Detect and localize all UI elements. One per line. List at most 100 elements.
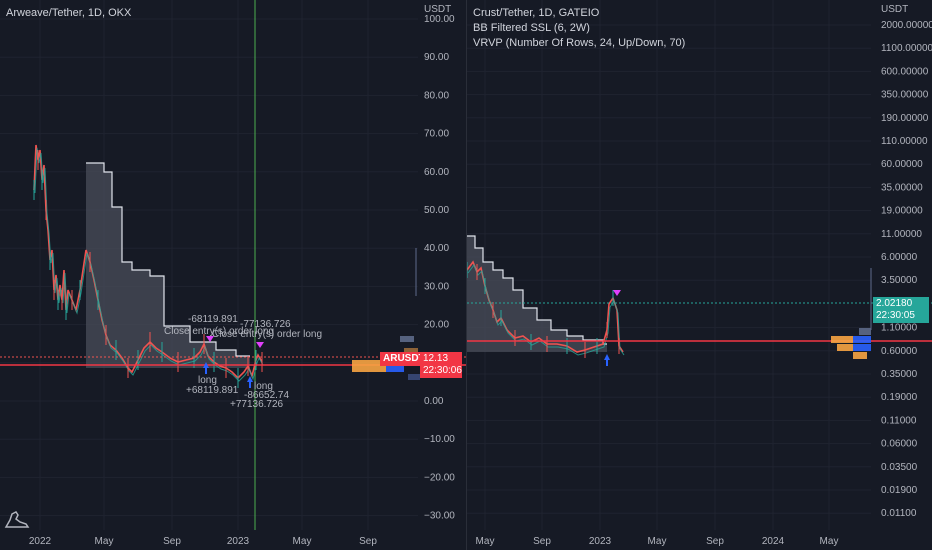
right-indicator-vrvp[interactable]: VRVP (Number Of Rows, 24, Up/Down, 70) <box>473 37 686 49</box>
left-price-series-down <box>33 144 263 380</box>
left-chart-canvas[interactable]: 100.00 90.00 80.00 70.00 60.00 50.00 40.00 30.0… <box>0 0 466 550</box>
right-y-tick-label: 6.00000 <box>881 252 918 263</box>
left-y-tick-label: 0.00 <box>424 396 444 407</box>
right-y-tick-label: 2000.00000 <box>881 20 932 31</box>
left-legend: Arweave/Tether, 1D, OKX <box>6 6 131 21</box>
right-y-tick-label: 350.00000 <box>881 90 929 101</box>
right-price-countdown: 22:30:05 <box>876 310 915 321</box>
left-x-tick-label: May <box>293 536 312 547</box>
right-y-tick-label: 11.00000 <box>881 229 922 240</box>
left-x-tick-label: 2023 <box>227 536 250 547</box>
right-y-tick-label: 0.35000 <box>881 369 918 380</box>
right-legend: Crust/Tether, 1D, GATEIO BB Filtered SSL… <box>473 6 685 51</box>
right-close-arrow-icon <box>613 290 621 296</box>
right-price-series-up <box>467 263 625 356</box>
left-volume-profile-bar <box>400 336 414 342</box>
right-volume-profile-bar <box>853 336 871 343</box>
right-y-tick-label: 0.11000 <box>881 415 917 426</box>
right-x-tick-label: Sep <box>706 536 724 547</box>
right-y-tick-label: 0.03500 <box>881 462 918 473</box>
right-volume-profile-bar <box>831 336 853 343</box>
left-ssl-upper-line <box>86 162 250 357</box>
left-x-tick-label: Sep <box>359 536 377 547</box>
right-currency-label: USDT <box>881 4 908 15</box>
left-y-tick-label: 20.00 <box>424 320 449 331</box>
right-y-tick-label: 35.00000 <box>881 182 923 193</box>
right-price-value: 2.02180 <box>876 298 913 309</box>
right-y-tick-label: 0.01100 <box>881 508 917 519</box>
left-long-arrow-icon <box>203 362 209 374</box>
right-y-tick-label: 0.60000 <box>881 346 918 357</box>
right-indicator-ssl[interactable]: BB Filtered SSL (6, 2W) <box>473 22 590 34</box>
left-y-tick-label: 90.00 <box>424 52 449 63</box>
left-annotation-text: Close entry(s) order long <box>212 329 322 340</box>
right-y-tick-label: 190.00000 <box>881 113 929 124</box>
right-chart-canvas[interactable]: 2000.00000 1100.00000 600.00000 350.00000 19… <box>467 0 932 550</box>
left-volume-profile-bar <box>352 360 380 366</box>
right-y-tick-label: 60.00000 <box>881 159 923 170</box>
left-y-tick-label: −10.00 <box>424 434 455 445</box>
left-y-tick-label: −30.00 <box>424 511 455 522</box>
right-ssl-cloud <box>467 236 607 352</box>
right-y-tick-label: 0.06000 <box>881 439 918 450</box>
left-close-arrow-icon <box>206 336 214 342</box>
left-x-tick-label: Sep <box>163 536 181 547</box>
right-volume-profile-bar <box>853 352 867 359</box>
right-y-tick-label: 0.19000 <box>881 392 918 403</box>
right-chart-panel[interactable]: 2000.00000 1100.00000 600.00000 350.00000 19… <box>467 0 932 550</box>
left-y-tick-label: 50.00 <box>424 205 449 216</box>
left-volume-profile-bar <box>404 348 418 354</box>
left-y-tick-label: 100.00 <box>424 14 455 25</box>
right-x-tick-label: May <box>476 536 495 547</box>
tradingview-dino-icon <box>4 510 30 528</box>
left-x-tick-label: 2022 <box>29 536 52 547</box>
left-price-series-up <box>34 147 264 382</box>
left-close-arrow-icon <box>256 342 264 348</box>
left-y-tick-label: 40.00 <box>424 243 449 254</box>
left-price-countdown: 22:30:06 <box>423 365 462 376</box>
left-annotation-text: -86652.74 <box>244 390 289 401</box>
right-price-tag: 2.02180 22:30:05 <box>873 297 929 323</box>
left-y-tick-label: 60.00 <box>424 167 449 178</box>
left-x-tick-label: May <box>95 536 114 547</box>
left-annotation-text: +68119.891 <box>186 385 239 396</box>
right-y-tick-label: 110.00000 <box>881 136 928 147</box>
right-y-tick-label: 1100.00000 <box>881 43 932 54</box>
left-volume-profile-bar <box>408 374 420 380</box>
right-volume-profile-bar <box>837 344 853 351</box>
left-long-arrow-icon <box>247 376 253 388</box>
right-x-tick-label: Sep <box>533 536 551 547</box>
left-symbol-title[interactable]: Arweave/Tether, 1D, OKX <box>6 7 132 19</box>
left-price-value: 12.13 <box>423 353 449 364</box>
left-annotation-text: -68119.891 <box>188 314 238 325</box>
left-y-tick-label: 70.00 <box>424 129 449 140</box>
left-ssl-cloud <box>86 163 250 368</box>
right-symbol-title[interactable]: Crust/Tether, 1D, GATEIO <box>473 7 600 19</box>
left-volume-profile-bar <box>386 366 404 372</box>
right-x-tick-label: May <box>648 536 667 547</box>
right-y-tick-label: 3.50000 <box>881 275 918 286</box>
right-x-tick-label: 2024 <box>762 536 785 547</box>
left-annotation-text: long <box>198 375 217 386</box>
left-y-tick-label: 80.00 <box>424 90 449 101</box>
right-ssl-upper-line <box>467 235 607 345</box>
right-y-tick-label: 19.00000 <box>881 206 923 217</box>
right-y-tick-label: 600.00000 <box>881 66 929 77</box>
right-x-tick-label: 2023 <box>589 536 612 547</box>
right-volume-profile-bar <box>859 328 871 335</box>
right-volume-profile-bar <box>853 344 871 351</box>
left-price-tag: 12.13 22:30:06 <box>420 352 462 378</box>
right-long-arrow-icon <box>604 354 610 366</box>
left-symbol-tag: ARUSDT <box>380 352 428 366</box>
left-chart-panel[interactable]: 100.00 90.00 80.00 70.00 60.00 50.00 40.00 30.0… <box>0 0 466 550</box>
left-y-tick-label: −20.00 <box>424 472 455 483</box>
left-annotation-text: -77136.726 <box>240 319 291 330</box>
left-annotation-text: Close entry(s) order long <box>164 326 274 337</box>
left-volume-profile-bar <box>352 366 386 372</box>
right-y-tick-label: 1.10000 <box>881 323 918 334</box>
right-y-tick-label: 0.01900 <box>881 485 918 496</box>
left-annotation-text: +77136.726 <box>230 399 284 410</box>
left-currency-label: USDT <box>424 4 451 15</box>
right-x-tick-label: May <box>820 536 839 547</box>
left-annotation-text: long <box>254 381 273 392</box>
